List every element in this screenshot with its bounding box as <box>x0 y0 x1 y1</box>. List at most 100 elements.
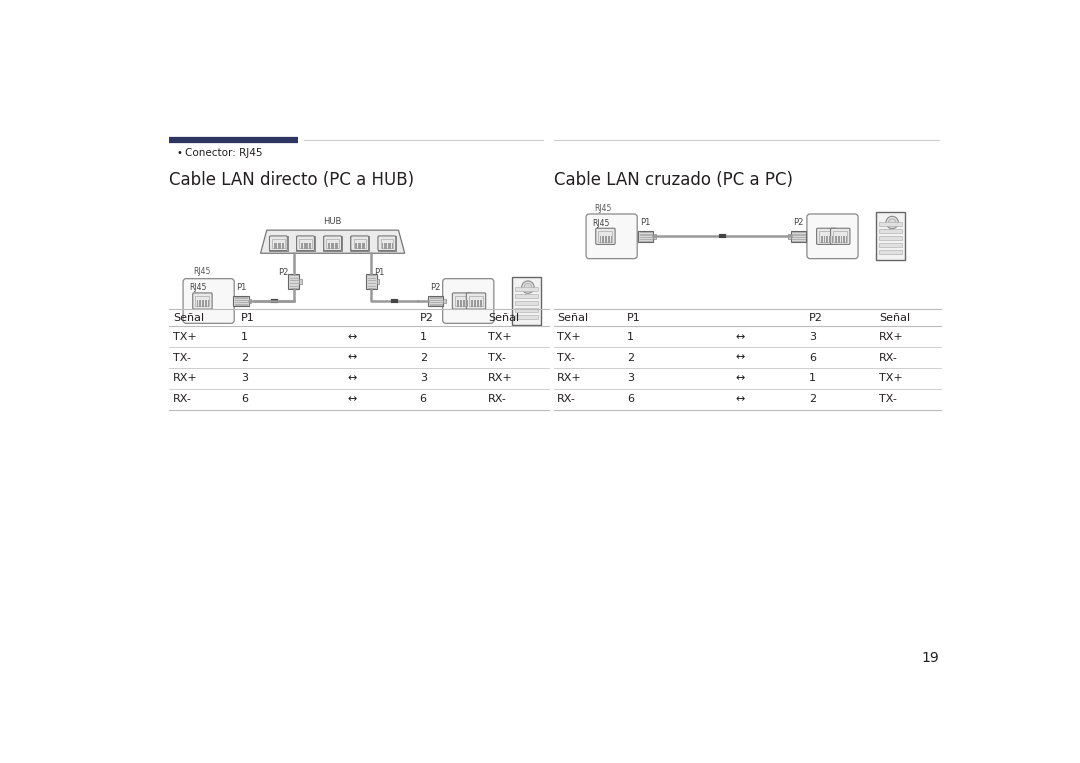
Bar <box>377 279 379 284</box>
Bar <box>515 287 538 291</box>
Text: Señal: Señal <box>557 313 589 323</box>
Text: P1: P1 <box>237 283 246 291</box>
Text: 3: 3 <box>809 332 816 342</box>
Bar <box>879 237 902 240</box>
Circle shape <box>524 283 531 291</box>
Bar <box>469 295 483 307</box>
Bar <box>455 295 469 307</box>
Text: TX-: TX- <box>557 353 576 362</box>
Text: TX+: TX+ <box>488 332 512 342</box>
Text: Señal: Señal <box>879 313 910 323</box>
Text: TX-: TX- <box>488 353 505 362</box>
Text: ↔: ↔ <box>735 394 745 404</box>
FancyBboxPatch shape <box>350 236 369 251</box>
Bar <box>788 234 791 239</box>
FancyBboxPatch shape <box>323 236 342 251</box>
Bar <box>515 294 538 298</box>
Text: TX-: TX- <box>173 353 191 362</box>
FancyBboxPatch shape <box>378 236 395 250</box>
Text: 6: 6 <box>420 394 427 404</box>
Text: P2: P2 <box>279 268 288 277</box>
Text: HUB: HUB <box>323 217 341 226</box>
FancyBboxPatch shape <box>324 236 341 250</box>
Text: RJ45: RJ45 <box>595 204 612 213</box>
Text: P1: P1 <box>627 313 640 323</box>
Bar <box>288 274 299 289</box>
Bar <box>834 231 847 242</box>
Bar <box>353 239 366 248</box>
Text: TX-: TX- <box>879 394 896 404</box>
Text: P1: P1 <box>375 268 384 277</box>
Text: P2: P2 <box>431 283 441 291</box>
Circle shape <box>886 216 899 229</box>
Text: TX+: TX+ <box>173 332 197 342</box>
Text: RJ45: RJ45 <box>193 267 211 276</box>
Text: 1: 1 <box>420 332 427 342</box>
Text: 3: 3 <box>241 373 248 383</box>
Bar <box>233 295 248 307</box>
Text: ↔: ↔ <box>735 332 745 342</box>
Bar <box>326 239 339 248</box>
FancyBboxPatch shape <box>269 236 287 251</box>
Text: P1: P1 <box>640 218 651 227</box>
Text: ↔: ↔ <box>348 373 357 383</box>
Bar <box>515 315 538 319</box>
Bar <box>195 295 210 307</box>
Text: RX+: RX+ <box>557 373 582 383</box>
Text: TX+: TX+ <box>557 332 581 342</box>
Text: · ·: · · <box>885 227 891 233</box>
Bar <box>638 231 653 242</box>
Bar <box>428 295 444 307</box>
Bar <box>299 239 312 248</box>
Polygon shape <box>260 230 405 253</box>
Text: Conector: RJ45: Conector: RJ45 <box>185 148 262 158</box>
Text: ↔: ↔ <box>735 373 745 383</box>
FancyBboxPatch shape <box>443 278 494 324</box>
Text: RX+: RX+ <box>173 373 198 383</box>
Bar <box>248 298 252 304</box>
Circle shape <box>889 219 896 226</box>
Text: 1: 1 <box>627 332 634 342</box>
Text: ↔: ↔ <box>348 332 357 342</box>
Text: P2: P2 <box>420 313 433 323</box>
Text: 6: 6 <box>241 394 248 404</box>
Text: Cable LAN cruzado (PC a PC): Cable LAN cruzado (PC a PC) <box>554 171 793 189</box>
Text: P2: P2 <box>809 313 823 323</box>
Text: P1: P1 <box>241 313 255 323</box>
FancyBboxPatch shape <box>512 277 541 325</box>
Text: RX+: RX+ <box>879 332 904 342</box>
Text: 6: 6 <box>627 394 634 404</box>
Bar <box>791 231 806 242</box>
Text: 2: 2 <box>809 394 816 404</box>
Text: 1: 1 <box>809 373 816 383</box>
Bar <box>879 243 902 247</box>
Text: RX-: RX- <box>173 394 192 404</box>
Text: TX+: TX+ <box>879 373 903 383</box>
Bar <box>879 230 902 233</box>
FancyBboxPatch shape <box>876 212 905 260</box>
Text: Señal: Señal <box>488 313 519 323</box>
Text: 2: 2 <box>420 353 427 362</box>
Text: RX+: RX+ <box>488 373 513 383</box>
Bar <box>380 239 393 248</box>
Text: RX-: RX- <box>557 394 577 404</box>
FancyBboxPatch shape <box>192 293 212 309</box>
Bar <box>444 298 446 304</box>
FancyBboxPatch shape <box>816 228 836 244</box>
FancyBboxPatch shape <box>297 236 314 250</box>
Text: 19: 19 <box>921 651 940 665</box>
Text: RJ45: RJ45 <box>189 283 206 292</box>
Bar <box>272 239 284 248</box>
FancyBboxPatch shape <box>807 214 859 259</box>
FancyBboxPatch shape <box>351 236 368 250</box>
FancyBboxPatch shape <box>467 293 486 309</box>
Text: ↔: ↔ <box>735 353 745 362</box>
Text: Cable LAN directo (PC a HUB): Cable LAN directo (PC a HUB) <box>170 171 415 189</box>
Circle shape <box>522 281 535 293</box>
FancyBboxPatch shape <box>296 236 314 251</box>
Bar <box>515 301 538 305</box>
FancyBboxPatch shape <box>183 278 234 324</box>
Bar <box>366 274 377 289</box>
FancyBboxPatch shape <box>378 236 396 251</box>
Bar <box>299 279 301 284</box>
